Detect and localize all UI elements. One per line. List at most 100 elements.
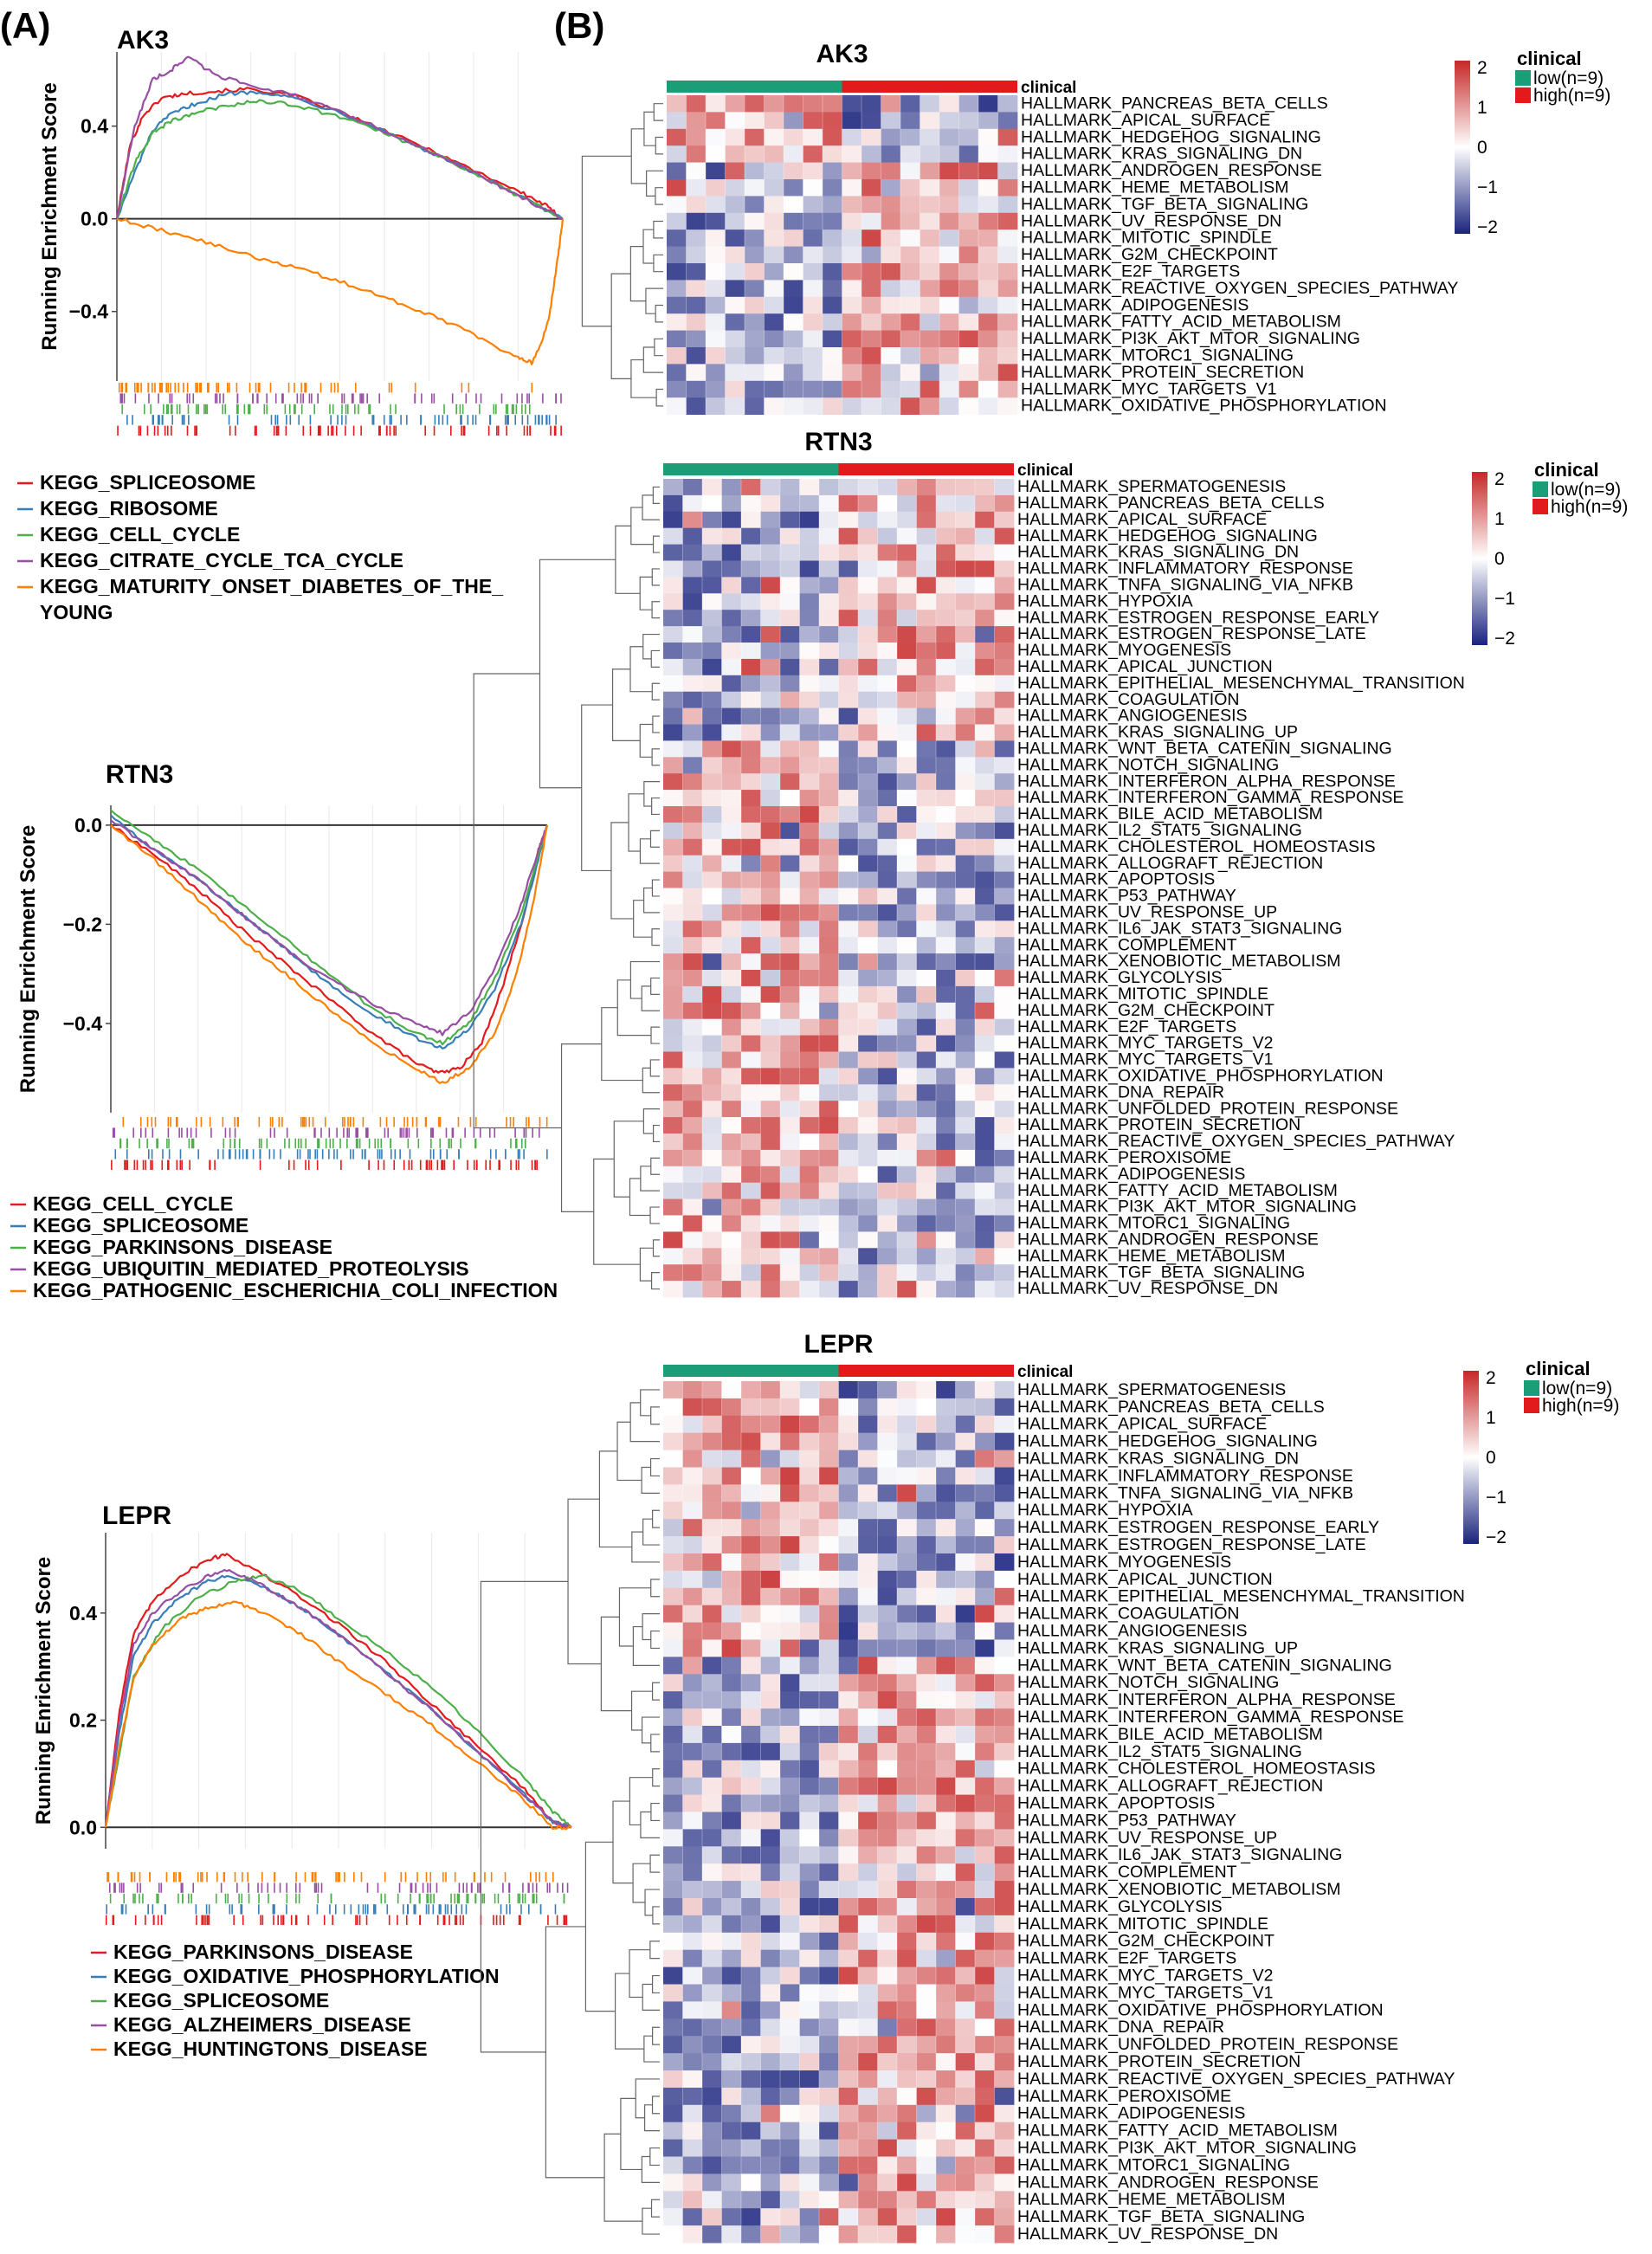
hm_lepr-cell [780,1622,800,1640]
hm_rtn3-cell [721,1231,742,1249]
hm_rtn3-cell [702,970,722,987]
hm_rtn3-cell [858,937,878,954]
hm_rtn3-cell [780,1117,800,1134]
hm_lepr-cell [858,2053,878,2071]
hm_ak3-cell [686,246,707,264]
hm_lepr-cell [682,1760,703,1779]
hm_lepr-cell [955,2208,976,2226]
hm_lepr-cell [897,1829,917,1847]
hm_ak3-cell [900,229,920,247]
hm_rtn3-cell [955,1248,976,1265]
hm_lepr-cell [780,1967,800,1985]
hm_ak3-cell [823,145,842,163]
hm_lepr-cell [838,1502,859,1520]
hm_ak3-cell [861,313,881,331]
hm_lepr-cell [760,2053,781,2071]
hm_rtn3-cell [975,707,995,725]
hm_rtn3-cell [936,1133,956,1151]
hm_lepr-row-label: HALLMARK_KRAS_SIGNALING_UP [1017,1638,1298,1657]
hm_rtn3-dendro-branch [633,900,652,938]
hm_rtn3-cell [975,822,995,840]
hm_rtn3-dendro-branch [610,822,634,920]
hm_lepr-cell [760,1639,781,1657]
hm_rtn3-row-label: HALLMARK_WNT_BETA_CATENIN_SIGNALING [1017,739,1392,759]
hm_rtn3-cell [702,643,722,660]
hm_lepr-cell [975,1726,995,1744]
hm_lepr-cell [858,1967,878,1985]
hm_rtn3-cell [682,1002,703,1020]
hm_lepr-cell [897,1570,917,1589]
hm_lepr-cell [975,1742,995,1761]
hm_rtn3-cell [760,593,781,610]
hm_rtn3-cell [721,790,742,807]
hm_lepr-cell [819,1587,839,1606]
hm_lepr-cell [858,1708,878,1727]
hm_lepr-row-label: HALLMARK_APICAL_SURFACE [1017,1415,1267,1434]
hm_lepr-cell [838,2087,859,2106]
hm_rtn3-cell [994,675,1015,693]
hm_rtn3-cell [760,1281,781,1298]
hm_rtn3-cell [741,1264,761,1282]
hm_lepr-cell [663,1812,683,1830]
hm_lepr-cell [780,1812,800,1830]
hm_lepr-cell [897,2191,917,2209]
hm_lepr-cell [702,1829,722,1847]
hm_ak3-dendro-branch [655,136,663,155]
hm_ak3-cell [842,364,862,382]
hm_lepr-row-label: HALLMARK_MYOGENESIS [1017,1553,1231,1572]
hm_lepr-cell [702,2001,722,2019]
hm_rtn3-cell [721,871,742,888]
hm_rtn3-cell [897,626,917,643]
hm_lepr-cell [955,1726,976,1744]
hm_lepr-cell [838,1742,859,1761]
hm_ak3-cell [842,330,862,348]
hm_ak3-cell [706,145,726,163]
hm_ak3-cell [939,280,959,298]
hm_ak3-cell [900,112,920,130]
hm_rtn3-cell [975,1018,995,1036]
hm_rtn3-cell [663,577,683,594]
hm_rtn3-cell [858,970,878,987]
hm_rtn3-cell [916,1002,937,1020]
hm_lepr-dendro-branch [635,2078,660,2119]
hm_rtn3-cell [741,970,761,987]
hm_lepr-cell [955,1932,976,1951]
hm_lepr-cell [955,1846,976,1864]
hm_rtn3-cell [975,871,995,888]
hm_rtn3-cell [916,1018,937,1036]
hm_lepr-cell [721,2036,742,2054]
hm_ak3-cell [997,162,1018,180]
hm_rtn3-cell [682,773,703,791]
hm_ak3-cell [803,280,823,298]
hm_lepr-cell [916,1605,937,1623]
hm_rtn3-cell [721,757,742,774]
hm_rtn3-cell [877,675,898,693]
hm_rtn3-dendro-branch [652,715,660,733]
hm_lepr-cell [819,2001,839,2019]
hm_rtn3-cell [877,724,898,741]
hm_ak3-cell [978,347,998,365]
hm_lepr-cell [682,1708,703,1727]
hm_ak3-title: AK3 [816,40,868,68]
hm_rtn3-cell [799,1248,820,1265]
hm_lepr-cell [916,2122,937,2140]
hm_lepr-cell [721,1881,742,1899]
hm_rtn3-cell [897,1264,917,1282]
hm_rtn3-cell [721,658,742,676]
hm_lepr-cell [975,1708,995,1727]
hm_rtn3-row-label: HALLMARK_COAGULATION [1017,690,1239,709]
hm_ak3-cell [939,179,959,197]
hm_rtn3-cell [741,937,761,954]
hm_rtn3-cell [819,904,839,921]
hm_rtn3-cell [682,790,703,807]
hm_ak3-cell [823,246,842,264]
hm_rtn3-dendro-branch [643,887,660,914]
hm_lepr-cell [780,1742,800,1761]
hm_lepr-cell [819,1553,839,1572]
hm_lepr-cell [741,1381,761,1399]
hm_rtn3-cell [799,691,820,708]
hm_lepr-cell [780,2001,800,2019]
hm_lepr-dendro-branch [651,1682,660,1701]
hm_ak3-cell [861,296,881,314]
hm_lepr-cell [955,1742,976,1761]
